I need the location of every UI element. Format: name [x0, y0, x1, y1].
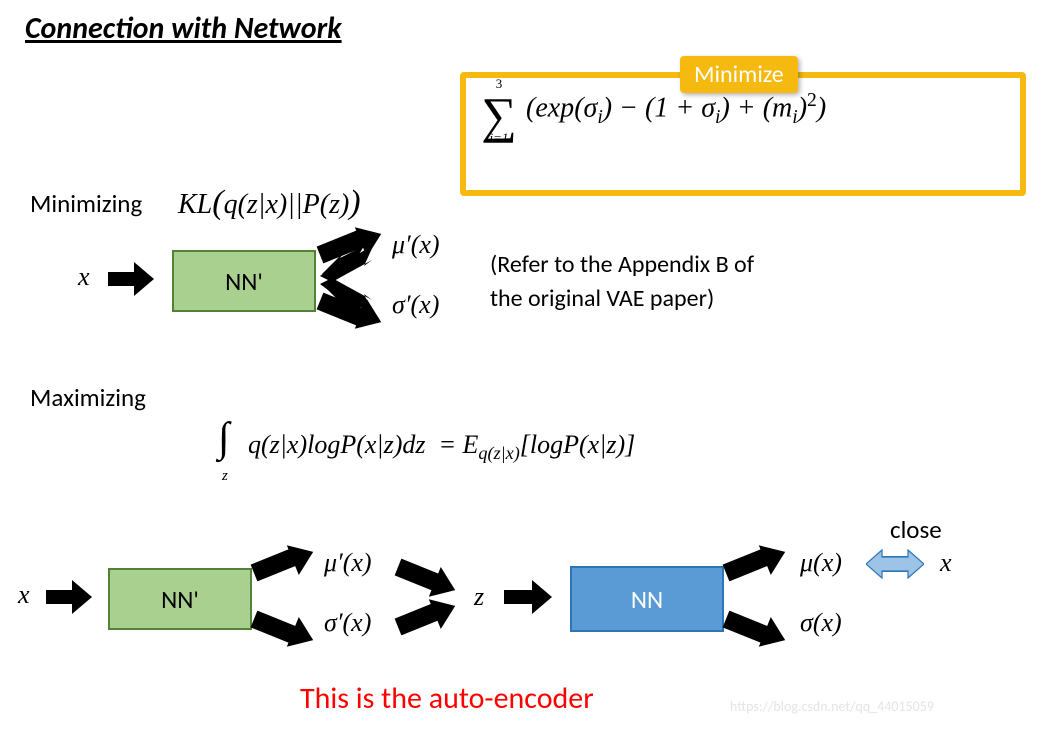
arrow-x-to-nn2	[46, 590, 74, 604]
arrow-z-to-nn	[504, 590, 534, 604]
encoder-box-1: NN'	[172, 250, 316, 312]
arrow-nn-dn-head	[759, 617, 791, 655]
z-node: z	[474, 582, 484, 612]
x-input-1: x	[78, 262, 90, 292]
mu-out: μ(x)	[800, 548, 842, 578]
x-output: x	[940, 548, 952, 578]
arrow-nn-up-head	[759, 537, 791, 575]
slide-title: Connection with Network	[25, 10, 342, 47]
autoencoder-caption: This is the auto-encoder	[300, 680, 594, 717]
close-double-arrow-outline	[866, 548, 924, 580]
arrow-nn2-up-head	[287, 537, 319, 575]
x-input-2: x	[18, 580, 30, 610]
arrow-nn2-dn-head	[287, 617, 319, 655]
sigma-prime-2: σ′(x)	[324, 608, 371, 638]
mu-prime-1: μ′(x)	[392, 230, 440, 260]
sigma-out: σ(x)	[800, 608, 842, 638]
mu-prime-2: μ′(x)	[324, 548, 372, 578]
sigma-prime-1: σ′(x)	[392, 290, 439, 320]
close-label: close	[890, 514, 942, 545]
footnote-line1: (Refer to the Appendix B of	[490, 250, 754, 279]
maximizing-label: Maximizing	[30, 382, 146, 413]
arrow-x-to-nn1	[108, 272, 136, 286]
kl-formula: KL(q(z|x)||P(z))	[178, 184, 361, 222]
footnote-line2: the original VAE paper)	[490, 284, 714, 313]
arrow-in-z-dn-head	[429, 591, 461, 629]
minimize-badge: Minimize	[680, 56, 798, 93]
minimizing-label: Minimizing	[30, 188, 142, 219]
encoder-box-2: NN'	[108, 568, 252, 630]
decoder-box: NN	[570, 566, 724, 632]
watermark: https://blog.csdn.net/qq_44015059	[730, 698, 934, 715]
